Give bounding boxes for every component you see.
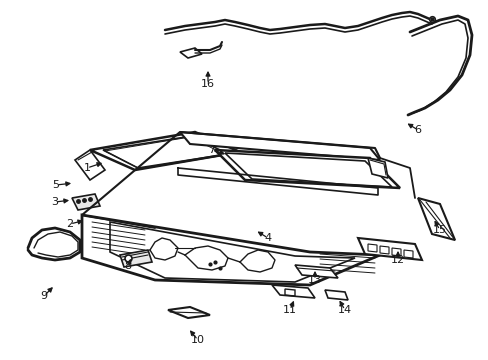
Polygon shape [75,150,105,180]
Text: 9: 9 [41,291,47,301]
Polygon shape [180,132,379,160]
Text: 10: 10 [191,335,204,345]
Text: 8: 8 [124,261,131,271]
Text: 15: 15 [432,225,446,235]
Text: 6: 6 [414,125,421,135]
Text: 16: 16 [201,79,215,89]
Polygon shape [379,246,388,254]
Polygon shape [120,250,152,267]
Text: 7: 7 [208,145,215,155]
Polygon shape [357,238,421,260]
Text: 11: 11 [283,305,296,315]
Polygon shape [90,132,240,170]
Polygon shape [367,158,387,178]
Polygon shape [367,244,376,252]
Polygon shape [82,215,379,285]
Text: 12: 12 [390,255,404,265]
Text: 3: 3 [51,197,59,207]
Text: 13: 13 [307,275,321,285]
Polygon shape [215,150,399,188]
Polygon shape [294,265,337,278]
Text: 2: 2 [66,219,73,229]
Polygon shape [417,198,454,240]
Polygon shape [391,248,400,256]
Polygon shape [180,48,202,58]
Polygon shape [72,194,100,210]
Text: 5: 5 [52,180,60,190]
Polygon shape [271,285,314,298]
Polygon shape [168,307,209,318]
Text: 14: 14 [337,305,351,315]
Text: 4: 4 [264,233,271,243]
Polygon shape [325,290,347,300]
Polygon shape [403,250,412,258]
Text: 1: 1 [83,163,90,173]
